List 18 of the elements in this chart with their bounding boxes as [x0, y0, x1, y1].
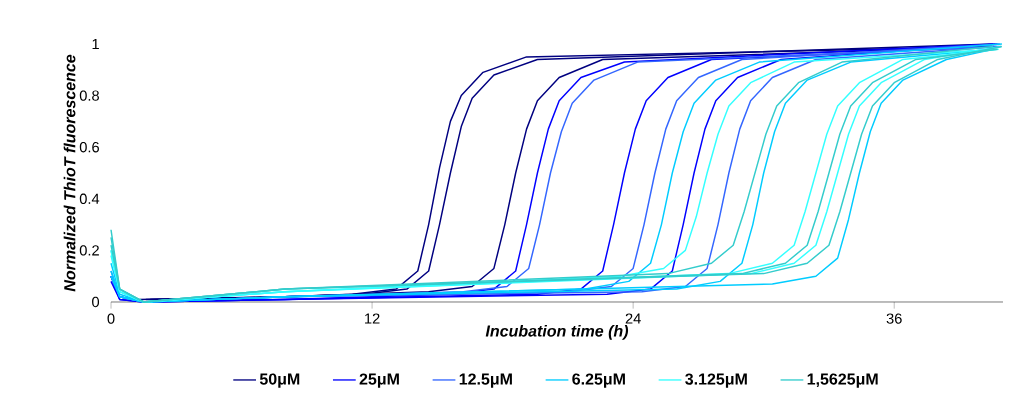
y-tick-label: 0.2 [79, 245, 99, 256]
y-axis-title: Normalized ThioT fluorescence [63, 54, 76, 292]
x-tick-label: 0 [107, 313, 115, 324]
y-tick-label: 0 [92, 296, 100, 308]
legend-label: 6.25μM [572, 373, 625, 388]
y-tick-label: 0.6 [79, 142, 99, 153]
legend-label: 3.125μM [685, 373, 747, 388]
legend-label: 1,5625μM [807, 373, 878, 388]
y-tick-label: 0.4 [79, 193, 100, 204]
x-tick-label: 24 [625, 313, 641, 324]
legend-label: 12.5μM [459, 373, 512, 388]
x-tick-label: 12 [365, 313, 380, 324]
x-axis-title: Incubation time (h) [485, 324, 629, 340]
legend-label: 50μM [259, 373, 300, 388]
y-tick-label: 1 [92, 38, 99, 50]
y-tick-label: 0.8 [79, 90, 99, 101]
x-tick-label: 36 [886, 313, 902, 324]
legend-label: 25μM [359, 373, 399, 388]
